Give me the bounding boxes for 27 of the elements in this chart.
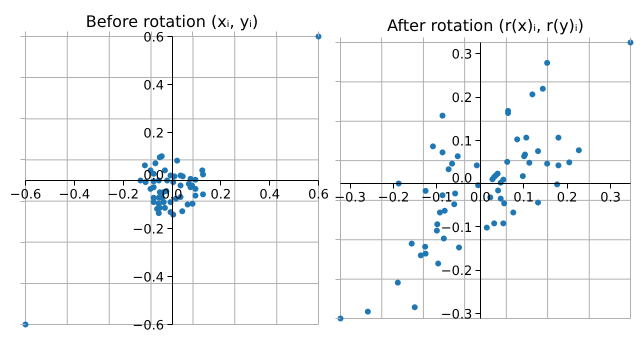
- x-tick-label: −0.2: [378, 190, 410, 206]
- chart-title: Before rotation (xᵢ, yᵢ): [86, 12, 258, 31]
- x-tick-label: −0.2: [107, 188, 139, 202]
- y-tick-label: −0.6: [132, 318, 164, 334]
- y-tick-label: −0.4: [132, 270, 164, 286]
- x-tick-label: −0.6: [10, 188, 42, 202]
- y-tick-label: −0.2: [440, 264, 472, 280]
- x-tick-label: 0.2: [556, 190, 578, 206]
- chart-title: After rotation (r(x)ᵢ, r(y)ᵢ): [387, 16, 584, 35]
- y-tick-label: −0.3: [440, 307, 472, 322]
- x-tick-label: 0.6: [308, 188, 329, 202]
- x-tick-label: 0.1: [513, 190, 534, 206]
- x-tick-label: −0.1: [421, 190, 453, 206]
- y-tick-label: 0.1: [452, 134, 472, 150]
- y-tick-label: 0.0: [452, 172, 472, 187]
- y-tick-label: 0.4: [143, 78, 164, 94]
- y-tick-label: 0.6: [143, 30, 164, 46]
- y-tick-label: −0.2: [132, 222, 164, 238]
- x-tick-label: −0.4: [58, 188, 90, 202]
- x-tick-label: −0.3: [334, 190, 366, 206]
- x-tick-label: 0.4: [259, 188, 280, 202]
- x-tick-label: 0.2: [210, 188, 232, 202]
- y-tick-label: 0.2: [143, 126, 164, 142]
- y-tick-label: 0.2: [452, 91, 472, 106]
- y-tick-label: 0.3: [452, 48, 472, 63]
- x-tick-label: 0.3: [600, 190, 621, 206]
- y-tick-label: −0.1: [440, 220, 472, 236]
